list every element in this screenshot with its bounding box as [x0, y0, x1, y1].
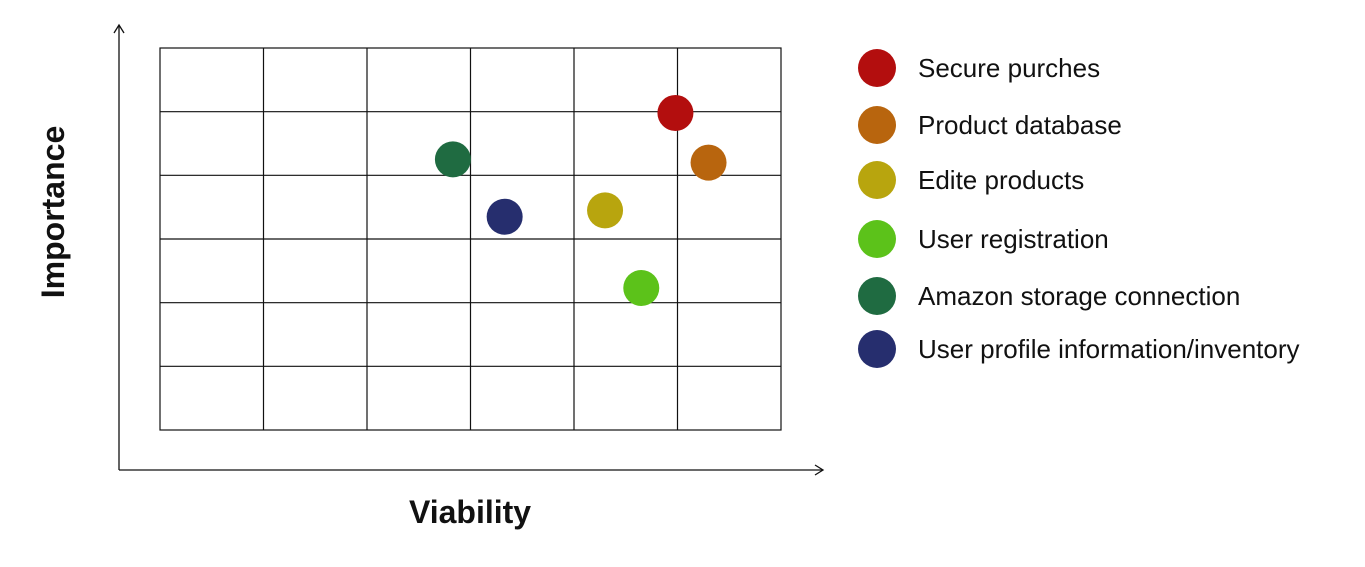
legend-marker [858, 49, 896, 87]
legend-marker [858, 161, 896, 199]
legend-marker [858, 330, 896, 368]
legend-item: Edite products [858, 160, 1084, 200]
x-axis-title: Viability [409, 494, 531, 530]
y-axis-arrow-icon [113, 23, 125, 34]
legend-label: User registration [918, 223, 1109, 254]
legend-label: Edite products [918, 164, 1085, 195]
x-axis-arrow-icon [814, 464, 825, 476]
data-point [486, 198, 523, 235]
data-point [434, 141, 471, 178]
legend-label: User profile information/inventory [918, 333, 1300, 364]
legend-item: User profile information/inventory [858, 329, 1300, 369]
legend-marker [858, 277, 896, 315]
legend-item: Product database [858, 105, 1122, 145]
axes [113, 23, 825, 476]
data-points [434, 94, 727, 307]
legend-item: User registration [858, 219, 1109, 259]
y-axis-title: Importance [35, 126, 71, 298]
legend-marker [858, 106, 896, 144]
legend-label: Product database [918, 109, 1122, 140]
legend-item: Amazon storage connection [858, 276, 1240, 316]
data-point [623, 270, 660, 307]
data-point [587, 192, 624, 229]
legend-label: Secure purches [918, 52, 1101, 83]
data-point [690, 144, 727, 181]
legend-marker [858, 220, 896, 258]
legend-item: Secure purches [858, 48, 1100, 88]
data-point [657, 94, 694, 131]
legend-label: Amazon storage connection [918, 280, 1241, 311]
